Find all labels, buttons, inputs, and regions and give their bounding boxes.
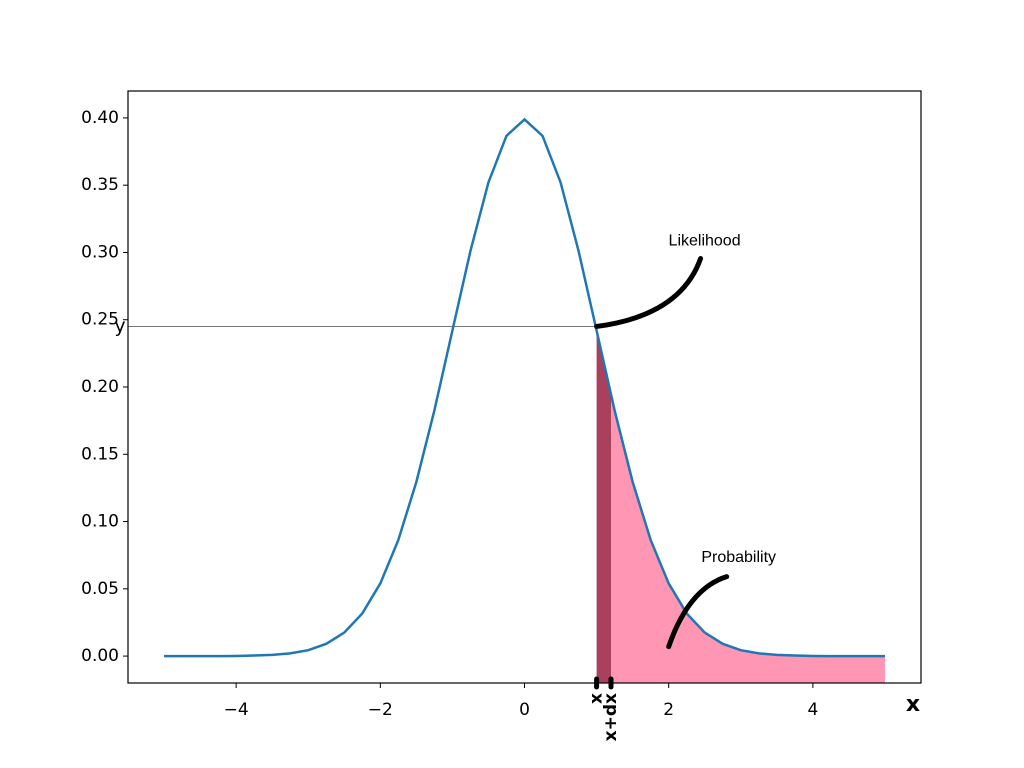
y-tick-label: 0.25	[81, 310, 119, 330]
y-tick-label: 0.40	[81, 108, 119, 128]
x-tick-label: −2	[368, 700, 393, 720]
x-tick-label: 0	[519, 700, 530, 720]
annotation-arrow	[666, 574, 730, 650]
y-axis-label: y	[114, 315, 125, 337]
annotation-arrow	[594, 255, 704, 329]
y-tick-label: 0.20	[81, 377, 119, 397]
y-tick-label: 0.15	[81, 444, 119, 464]
y-tick-label: 0.05	[81, 579, 119, 599]
marker-label: x+dx	[601, 693, 621, 741]
shaded-area	[611, 394, 885, 683]
x-tick-label: 2	[663, 700, 674, 720]
marker-label: x	[587, 693, 607, 704]
annotation-label: Likelihood	[669, 233, 741, 250]
y-tick-label: 0.30	[81, 242, 119, 262]
y-tick-label: 0.10	[81, 512, 119, 532]
y-tick-label: 0.35	[81, 175, 119, 195]
annotation-label: Probability	[701, 549, 776, 566]
x-tick-label: 4	[807, 700, 818, 720]
y-tick-label: 0.00	[81, 646, 119, 666]
x-tick-label: −4	[224, 700, 249, 720]
shaded-area	[596, 330, 612, 683]
x-axis-label: x	[906, 692, 920, 717]
pdf-curve	[164, 117, 885, 658]
